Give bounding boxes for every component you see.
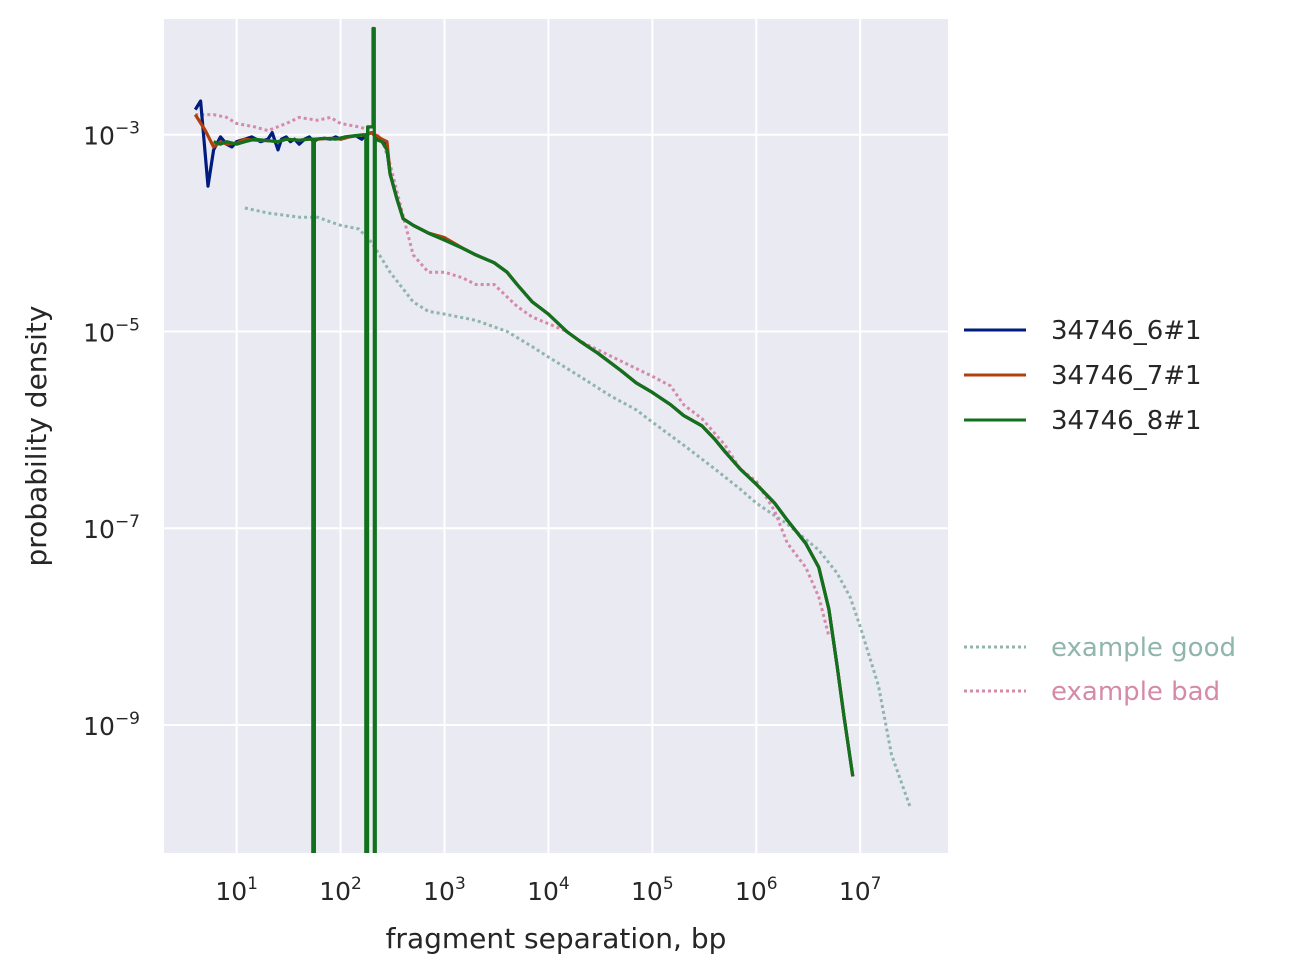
plot-background — [164, 19, 948, 853]
x-tick-label: 107 — [839, 874, 882, 906]
series-line-example-good — [244, 206, 912, 807]
y-axis-ticks: 10−3 10−5 10−7 10−9 — [83, 119, 140, 741]
legend-label: example good — [1051, 633, 1236, 663]
legend-label: example bad — [1051, 677, 1220, 707]
series-layer — [193, 26, 912, 853]
series-line-34746-8-1 — [213, 26, 855, 853]
legend-label: 34746_8#1 — [1051, 406, 1202, 436]
y-axis-label: probability density — [20, 306, 53, 567]
x-tick-label: 106 — [735, 874, 778, 906]
legend-label: 34746_7#1 — [1051, 361, 1202, 391]
x-tick-label: 103 — [423, 874, 466, 906]
y-tick-label: 10−3 — [83, 119, 140, 151]
x-tick-label: 104 — [527, 874, 570, 906]
y-tick-label: 10−5 — [83, 315, 140, 347]
x-tick-label: 102 — [319, 874, 362, 906]
x-axis-ticks: 101 102 103 104 105 106 107 — [215, 874, 881, 906]
x-tick-label: 105 — [631, 874, 674, 906]
y-tick-label: 10−7 — [83, 512, 140, 544]
x-tick-label: 101 — [215, 874, 258, 906]
grid — [164, 19, 948, 853]
y-tick-label: 10−9 — [83, 709, 140, 741]
legend-label: 34746_6#1 — [1051, 316, 1202, 346]
x-axis-label: fragment separation, bp — [386, 922, 727, 955]
